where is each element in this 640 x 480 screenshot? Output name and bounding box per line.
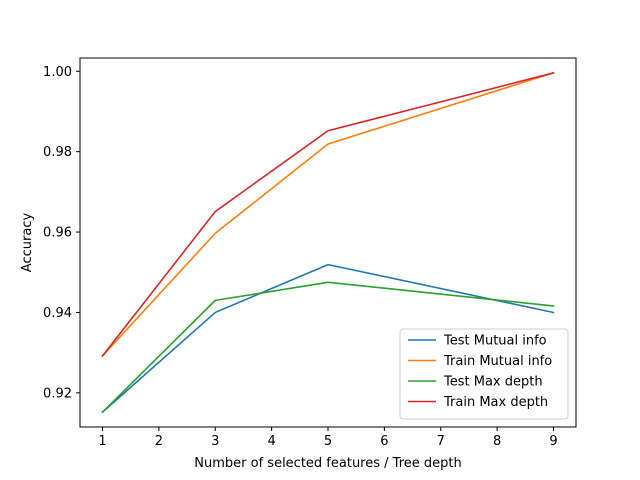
x-tick-label: 4	[267, 434, 275, 449]
series-line-train-max-depth	[101, 71, 555, 357]
x-tick-label: 6	[380, 434, 388, 449]
legend-label: Test Mutual info	[443, 334, 547, 349]
plot-area	[79, 57, 577, 428]
x-tick-label: 1	[98, 434, 106, 449]
x-axis: 1 2 3 4 5 6 7 8 9	[98, 427, 558, 449]
y-tick-label: 0.98	[43, 145, 72, 160]
x-tick-label: 2	[155, 434, 163, 449]
y-tick-label: 1.00	[43, 65, 72, 80]
series-line-train-mutual-info	[101, 71, 555, 357]
series-layer	[101, 71, 555, 414]
legend-label: Train Mutual info	[443, 354, 552, 369]
y-axis: 0.92 0.94 0.96 0.98 1.00	[43, 65, 80, 401]
x-tick-label: 5	[324, 434, 332, 449]
x-tick-label: 3	[211, 434, 219, 449]
legend-label: Train Max depth	[443, 395, 548, 410]
y-axis-label: Accuracy	[20, 213, 35, 273]
series-line-test-max-depth	[101, 281, 555, 414]
y-tick-label: 0.94	[43, 306, 72, 321]
series-line-test-mutual-info	[101, 263, 555, 414]
y-tick-label: 0.92	[43, 386, 72, 401]
y-tick-label: 0.96	[43, 226, 72, 241]
legend-box	[399, 328, 569, 420]
legend-label: Test Max depth	[443, 375, 543, 390]
x-tick-label: 7	[437, 434, 445, 449]
x-axis-label: Number of selected features / Tree depth	[194, 456, 461, 471]
x-tick-label: 8	[493, 434, 501, 449]
legend: Test Mutual info Train Mutual info Test Ma…	[399, 328, 569, 420]
x-tick-label: 9	[549, 434, 557, 449]
